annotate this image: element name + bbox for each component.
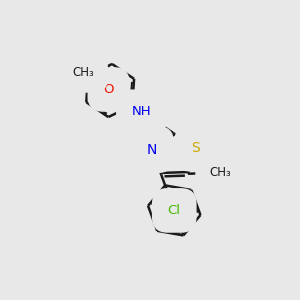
Text: Cl: Cl <box>168 204 181 217</box>
Text: CH₃: CH₃ <box>72 65 94 79</box>
Text: S: S <box>191 141 200 155</box>
Text: NH: NH <box>132 105 152 118</box>
Text: O: O <box>103 83 114 96</box>
Text: CH₃: CH₃ <box>209 166 231 179</box>
Text: N: N <box>147 142 157 157</box>
